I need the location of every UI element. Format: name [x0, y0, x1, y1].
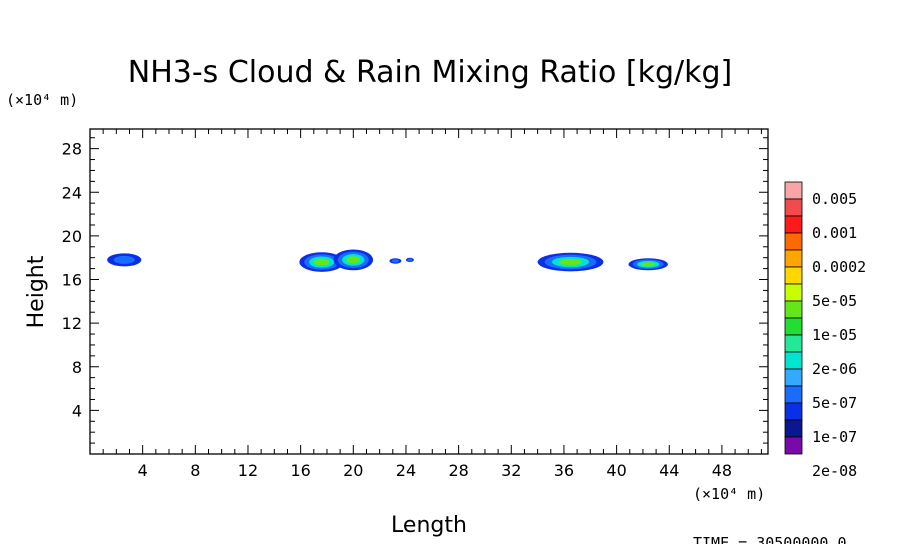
colorbar: 0.005 0.001 0.0002 5e-05 1e-05 2e-06 5e-07 1e-0…: [784, 181, 866, 480]
colorbar-label: 0.005: [812, 190, 857, 208]
cloud-region-2: [299, 252, 345, 272]
x-tick-label: 16: [290, 461, 310, 480]
x-tick-label: 8: [190, 461, 200, 480]
cloud-level: [559, 258, 582, 266]
time-label: TIME = 30500000.0: [693, 534, 847, 544]
cloud-region-3: [333, 249, 374, 271]
cloud-level: [391, 259, 400, 263]
cloud-level: [641, 262, 656, 267]
y-ticks: 4 8 12 16 20 24 28: [62, 137, 768, 444]
x-unit-label: (×10⁴ m): [693, 485, 765, 503]
colorbar-label: 5e-07: [812, 394, 857, 412]
cloud-region-1: [107, 253, 142, 267]
y-tick-label: 28: [62, 140, 82, 159]
colorbar-swatch: [784, 368, 803, 387]
colorbar-swatch: [784, 300, 803, 319]
colorbar-label: 2e-08: [812, 462, 857, 480]
colorbar-label: 0.0002: [812, 258, 866, 276]
x-tick-label: 20: [343, 461, 363, 480]
colorbar-swatch: [784, 215, 803, 234]
colorbar-swatch: [784, 385, 803, 404]
x-axis-label: Length: [391, 513, 467, 538]
x-tick-label: 44: [659, 461, 679, 480]
x-tick-label: 32: [501, 461, 521, 480]
y-tick-label: 8: [72, 358, 82, 377]
colorbar-label: 0.001: [812, 224, 857, 242]
colorbar-swatch: [784, 249, 803, 268]
colorbar-label: 5e-05: [812, 292, 857, 310]
colorbar-swatch: [784, 283, 803, 302]
colorbar-label: 1e-07: [812, 428, 857, 446]
colorbar-swatch: [784, 419, 803, 438]
y-tick-label: 4: [72, 401, 82, 420]
y-tick-label: 16: [62, 271, 82, 290]
x-tick-label: 24: [396, 461, 416, 480]
colorbar-label: 2e-06: [812, 360, 857, 378]
y-axis-label: Height: [24, 255, 49, 328]
plot-frame: [89, 128, 769, 455]
x-tick-label: 28: [448, 461, 468, 480]
cloud-region-5: [405, 257, 414, 263]
x-ticks: 4 8 12 16 20 24 28 32 36 40 44 48: [102, 129, 762, 480]
x-tick-label: 40: [606, 461, 626, 480]
cloud-regions: [107, 249, 668, 272]
colorbar-swatch: [784, 351, 803, 370]
cloud-level: [407, 258, 413, 262]
colorbar-label: 1e-05: [812, 326, 857, 344]
y-tick-label: 20: [62, 227, 82, 246]
cloud-level: [346, 256, 361, 264]
colorbar-swatch: [784, 232, 803, 251]
y-tick-label: 24: [62, 183, 82, 202]
cloud-region-7: [628, 258, 668, 271]
colorbar-swatch: [784, 436, 803, 455]
chart-title: NH3-s Cloud & Rain Mixing Ratio [kg/kg]: [128, 55, 733, 90]
x-tick-label: 12: [238, 461, 258, 480]
colorbar-swatch: [784, 334, 803, 353]
y-unit-label: (×10⁴ m): [6, 91, 78, 109]
cloud-level: [313, 258, 330, 266]
cloud-level: [113, 255, 135, 264]
colorbar-swatch: [784, 198, 803, 217]
colorbar-swatch: [784, 402, 803, 421]
cloud-region-6: [537, 252, 604, 272]
colorbar-swatch: [784, 181, 803, 200]
x-tick-label: 36: [554, 461, 574, 480]
colorbar-swatch: [784, 317, 803, 336]
x-tick-label: 4: [138, 461, 148, 480]
x-tick-label: 48: [712, 461, 732, 480]
cloud-region-4: [389, 258, 402, 264]
colorbar-swatch: [784, 266, 803, 285]
y-tick-label: 12: [62, 314, 82, 333]
